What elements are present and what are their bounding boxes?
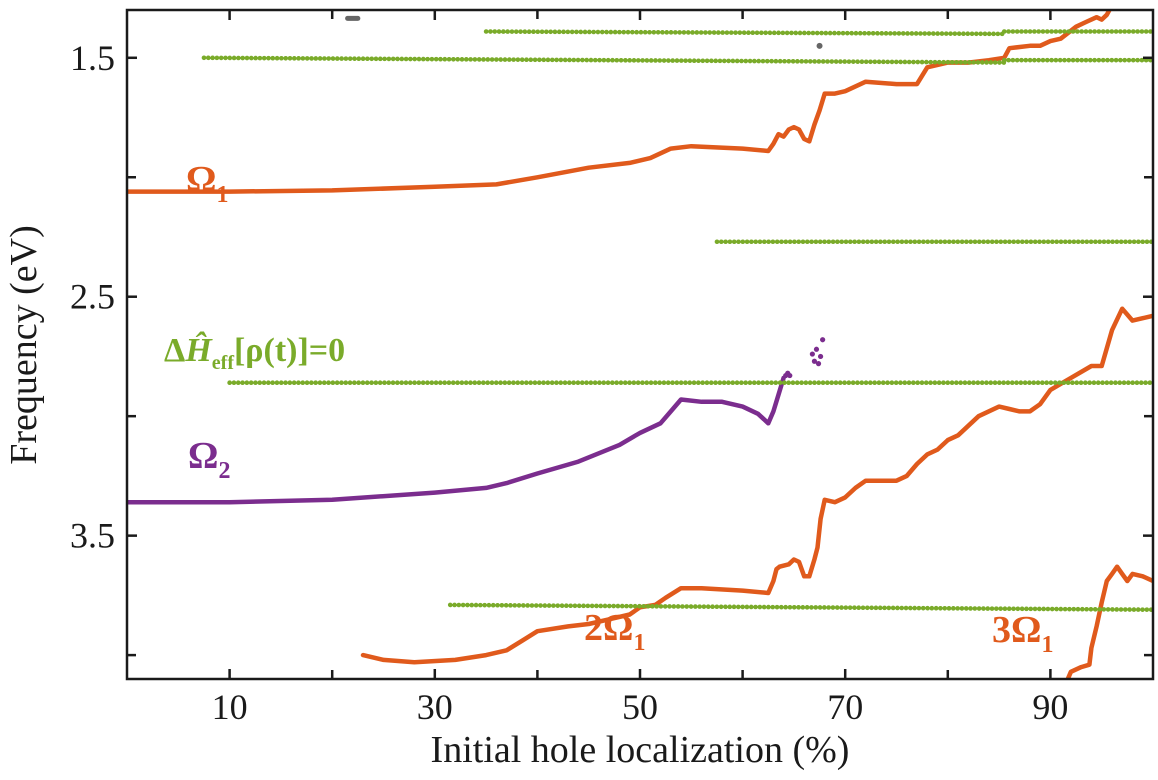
y-axis-title: Frequency (eV): [3, 225, 45, 465]
x-axis-title: Initial hole localization (%): [431, 729, 850, 771]
y-tick-label: 2.5: [70, 277, 115, 317]
annotation-omega2: Ω2: [188, 435, 230, 484]
x-tick-label: 10: [212, 687, 248, 727]
x-tick-label: 30: [417, 687, 453, 727]
annotation-layer: Ω1 Ω2 2Ω1 3Ω1 ΔĤeff[ρ(t)]=0: [164, 159, 1053, 658]
series-omega1-line: [127, 10, 1112, 194]
axes-layer: 10 30 50 70 90 1.5 2.5 3.5: [70, 10, 1153, 727]
series-omega2-dots-point: [809, 351, 815, 357]
series-2omega1-line: [360, 306, 1153, 665]
zero-condition-segment-1: [483, 29, 1007, 37]
x-tick-label: 70: [827, 687, 863, 727]
x-tick-label: 90: [1032, 687, 1068, 727]
zero-condition-segment-3: [201, 55, 1007, 65]
series-omega2-dots-point: [817, 353, 824, 360]
series-omega2-dots-point: [787, 372, 793, 379]
series-omega2-dots-point: [815, 361, 822, 367]
annotation-three-omega1: 3Ω1: [992, 609, 1053, 658]
stray-point: [816, 42, 823, 49]
series-omega2-line: [127, 375, 786, 505]
x-tick-label: 50: [622, 687, 658, 727]
y-tick-label: 3.5: [70, 516, 115, 556]
annotation-zero-condition: ΔĤeff[ρ(t)]=0: [164, 331, 345, 374]
annotation-two-omega1: 2Ω1: [584, 607, 645, 656]
series-layer: [127, 10, 1153, 679]
zero-condition-segment-7: [447, 602, 1153, 613]
y-tick-label: 1.5: [70, 38, 115, 78]
series-3omega1-line: [1065, 564, 1153, 679]
series-omega2-dots-point: [813, 346, 820, 352]
annotation-omega1: Ω1: [186, 159, 228, 208]
series-omega2-dots-point: [820, 337, 826, 343]
series-omega2-dots-point: [811, 358, 818, 364]
